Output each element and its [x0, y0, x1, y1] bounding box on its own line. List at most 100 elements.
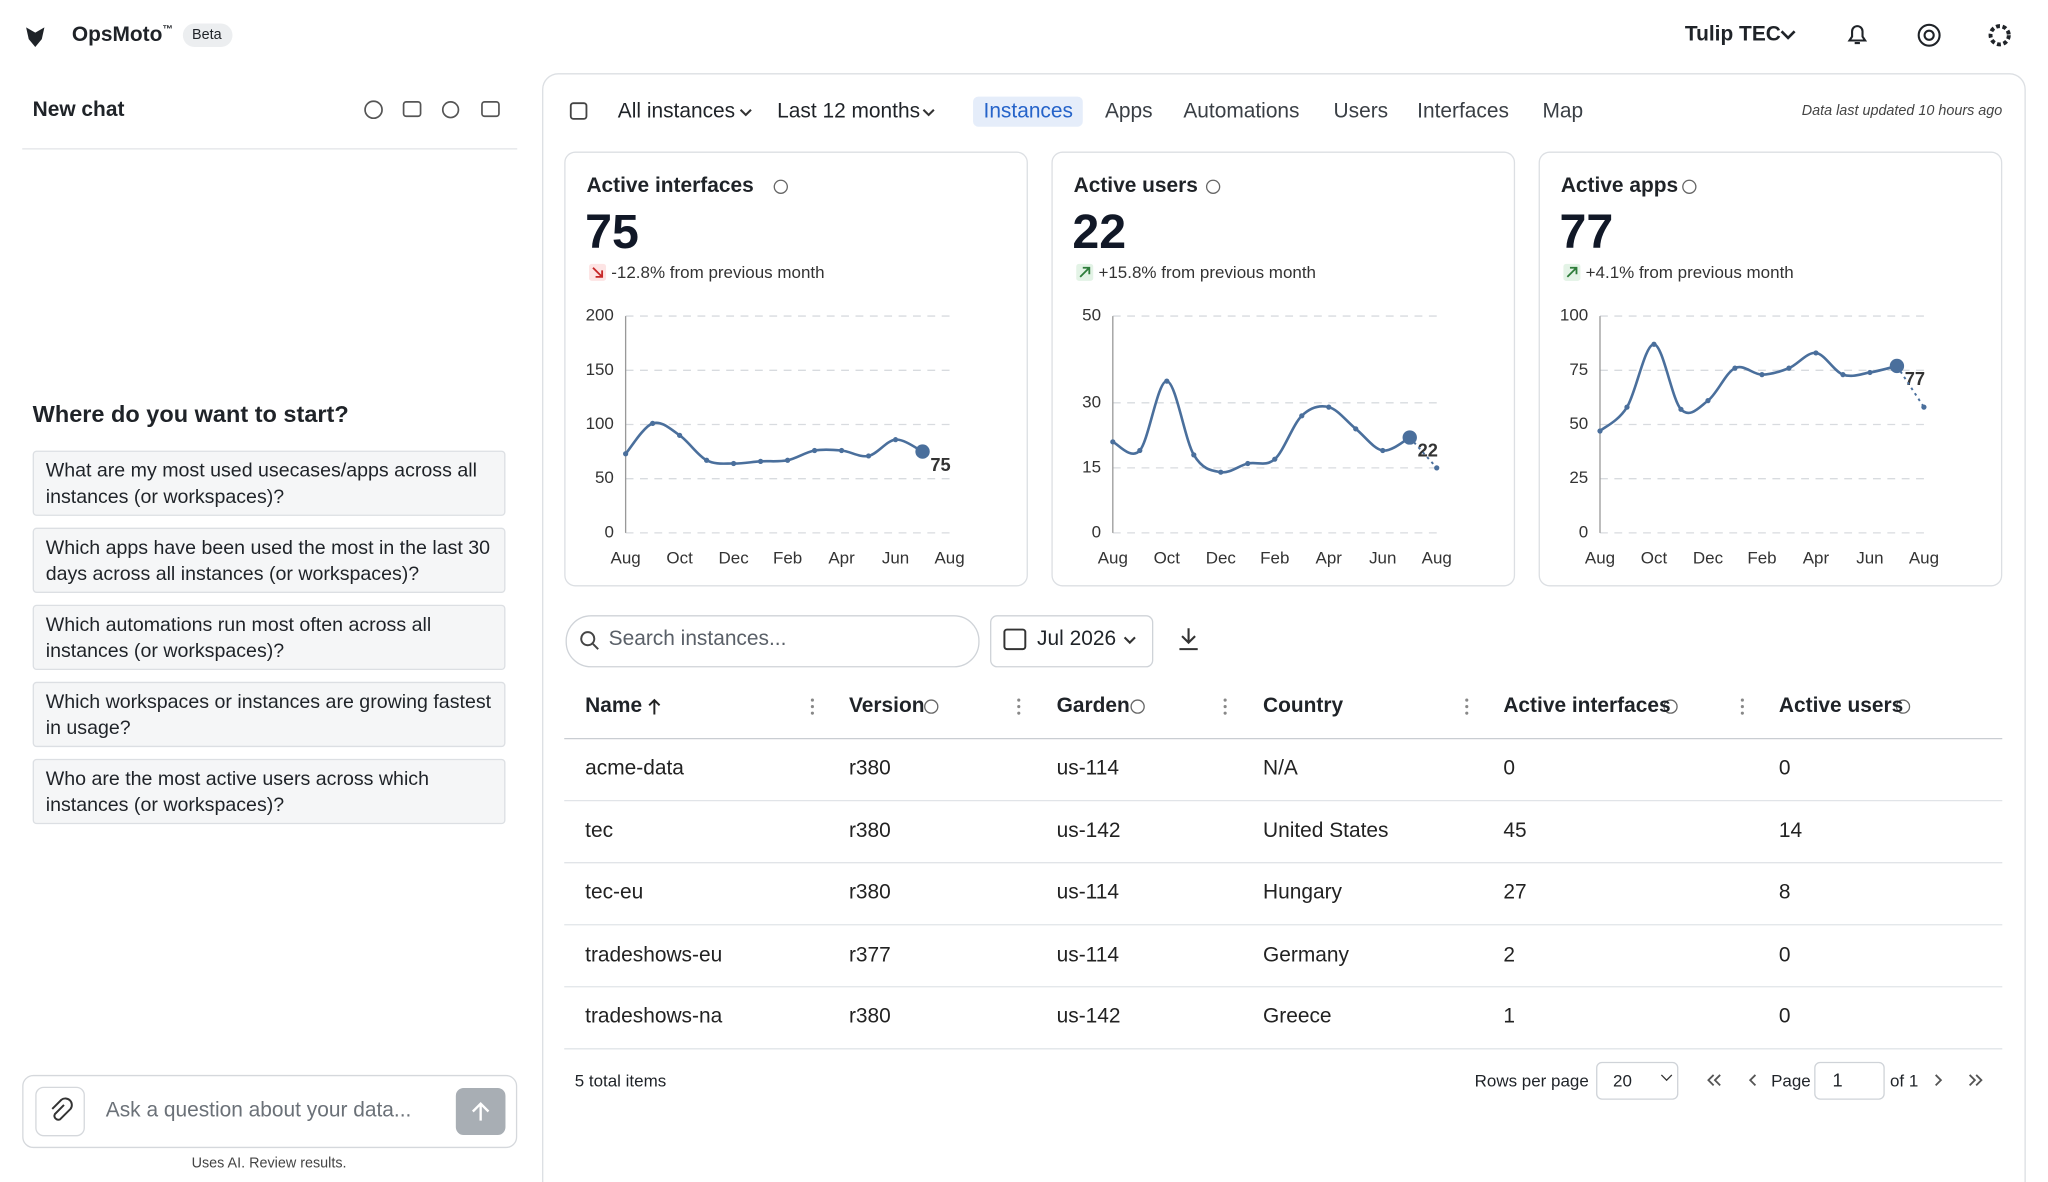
cell: 45	[1503, 819, 1527, 842]
month-value[interactable]: Jul 2026	[1037, 628, 1117, 651]
org-switcher[interactable]: Tulip TEC	[1684, 23, 1781, 46]
badge-bg	[182, 23, 233, 48]
x-tick-label: Aug	[611, 549, 641, 568]
suggestion[interactable]: Who are the most active users across whi…	[32, 758, 506, 825]
point	[1732, 365, 1738, 371]
point	[1272, 456, 1278, 462]
column-header[interactable]: Name	[585, 694, 643, 718]
card-title: Active users	[1073, 175, 1198, 198]
point	[623, 451, 629, 457]
point	[1245, 460, 1251, 467]
x-tick-label: Feb	[1260, 549, 1289, 568]
column-header[interactable]: Active interfaces	[1503, 694, 1671, 718]
page-input[interactable]	[1814, 1061, 1885, 1100]
column-menu	[1740, 698, 1744, 702]
instance-filter[interactable]: All instances	[617, 100, 736, 123]
column-menu	[1465, 711, 1469, 715]
kpi-value: 77	[1559, 205, 1614, 259]
projected-point	[1434, 465, 1440, 471]
cell: tec	[585, 819, 614, 842]
column-header[interactable]: Active users	[1778, 694, 1904, 718]
line	[1599, 342, 1898, 433]
x-tick-label: Jun	[1369, 549, 1396, 568]
x-tick-label: Jun	[1856, 549, 1883, 568]
info-icon	[924, 699, 939, 714]
tab[interactable]: Users	[1333, 100, 1389, 123]
sidebar-toggle[interactable]	[569, 102, 588, 120]
point	[730, 460, 737, 467]
page-value[interactable]: 1	[1832, 1069, 1843, 1091]
y-tick-label: 75	[1569, 360, 1588, 379]
suggestion[interactable]: Which automations run most often across …	[32, 604, 506, 671]
cell: r380	[848, 819, 891, 842]
x-tick-label: Aug	[934, 549, 964, 568]
chat-input[interactable]	[22, 1074, 518, 1149]
card-title: Active interfaces	[586, 175, 754, 198]
cell: 0	[1778, 943, 1791, 966]
column-menu	[1740, 705, 1744, 709]
suggestion[interactable]: Which apps have been used the most in th…	[32, 527, 506, 593]
cell: 0	[1778, 1005, 1791, 1028]
search-box[interactable]	[565, 615, 980, 668]
kpi-change: +4.1% from previous month	[1585, 262, 1794, 283]
cell: us-142	[1056, 1005, 1121, 1028]
trend-arrow	[1566, 266, 1578, 278]
suggestion[interactable]: What are my most used usecases/apps acro…	[32, 450, 506, 516]
y-tick-label: 50	[1569, 414, 1588, 433]
chat-placeholder[interactable]: Ask a question about your data...	[105, 1099, 412, 1122]
point	[865, 453, 872, 459]
line	[1112, 379, 1411, 474]
rows-select[interactable]	[1596, 1061, 1679, 1100]
tab[interactable]: Instances	[983, 100, 1073, 123]
point	[1164, 378, 1170, 384]
x-tick-label: Aug	[1098, 549, 1128, 568]
column-header[interactable]: Garden	[1056, 694, 1130, 718]
kpi-change: -12.8% from previous month	[611, 262, 825, 283]
projection	[1409, 436, 1438, 469]
tab[interactable]: Map	[1542, 100, 1584, 123]
cell: tradeshows-eu	[585, 943, 723, 966]
month-picker[interactable]	[990, 615, 1154, 668]
calendar-icon	[1003, 628, 1027, 651]
column-header[interactable]: Country	[1263, 694, 1344, 718]
help-icon-inner	[1923, 29, 1935, 41]
point	[1624, 404, 1630, 410]
tab[interactable]: Apps	[1104, 100, 1153, 123]
kpi-value: 75	[585, 205, 639, 259]
point	[1380, 447, 1386, 454]
cell: tec-eu	[585, 881, 644, 904]
x-tick-label: Aug	[1422, 549, 1452, 568]
point	[1867, 369, 1873, 376]
bell-icon[interactable]	[1847, 25, 1868, 45]
total-items: 5 total items	[574, 1071, 667, 1091]
download-icon[interactable]	[1179, 628, 1198, 651]
tab[interactable]: Automations	[1183, 100, 1300, 123]
cell: us-114	[1056, 881, 1119, 904]
gear-icon[interactable]	[1988, 24, 2011, 47]
suggestion[interactable]: Which workspaces or instances are growin…	[32, 681, 506, 748]
cell: Greece	[1263, 1005, 1332, 1028]
search-placeholder[interactable]: Search instances...	[608, 628, 787, 651]
value-label: 22	[1418, 440, 1438, 461]
point	[811, 447, 818, 454]
x-tick-label: Dec	[1206, 549, 1237, 568]
chat-title: New chat	[32, 99, 125, 122]
help-icon[interactable]	[1917, 23, 1941, 47]
rows-value[interactable]: 20	[1613, 1071, 1632, 1091]
main-panel	[542, 73, 2026, 1182]
highlight-point	[915, 444, 930, 459]
attach-button[interactable]	[35, 1086, 85, 1137]
point	[838, 447, 845, 454]
column-header[interactable]: Version	[848, 694, 925, 718]
pager-arrows[interactable]	[1707, 1074, 1983, 1087]
range-filter[interactable]: Last 12 months	[777, 100, 921, 123]
y-tick-label: 150	[586, 360, 614, 379]
cell: 27	[1503, 881, 1527, 904]
cell: 8	[1778, 881, 1791, 904]
point	[1705, 398, 1711, 404]
point	[1759, 372, 1765, 378]
info-icon	[773, 179, 788, 194]
tab[interactable]: Interfaces	[1417, 100, 1509, 123]
y-tick-label: 100	[586, 414, 614, 433]
